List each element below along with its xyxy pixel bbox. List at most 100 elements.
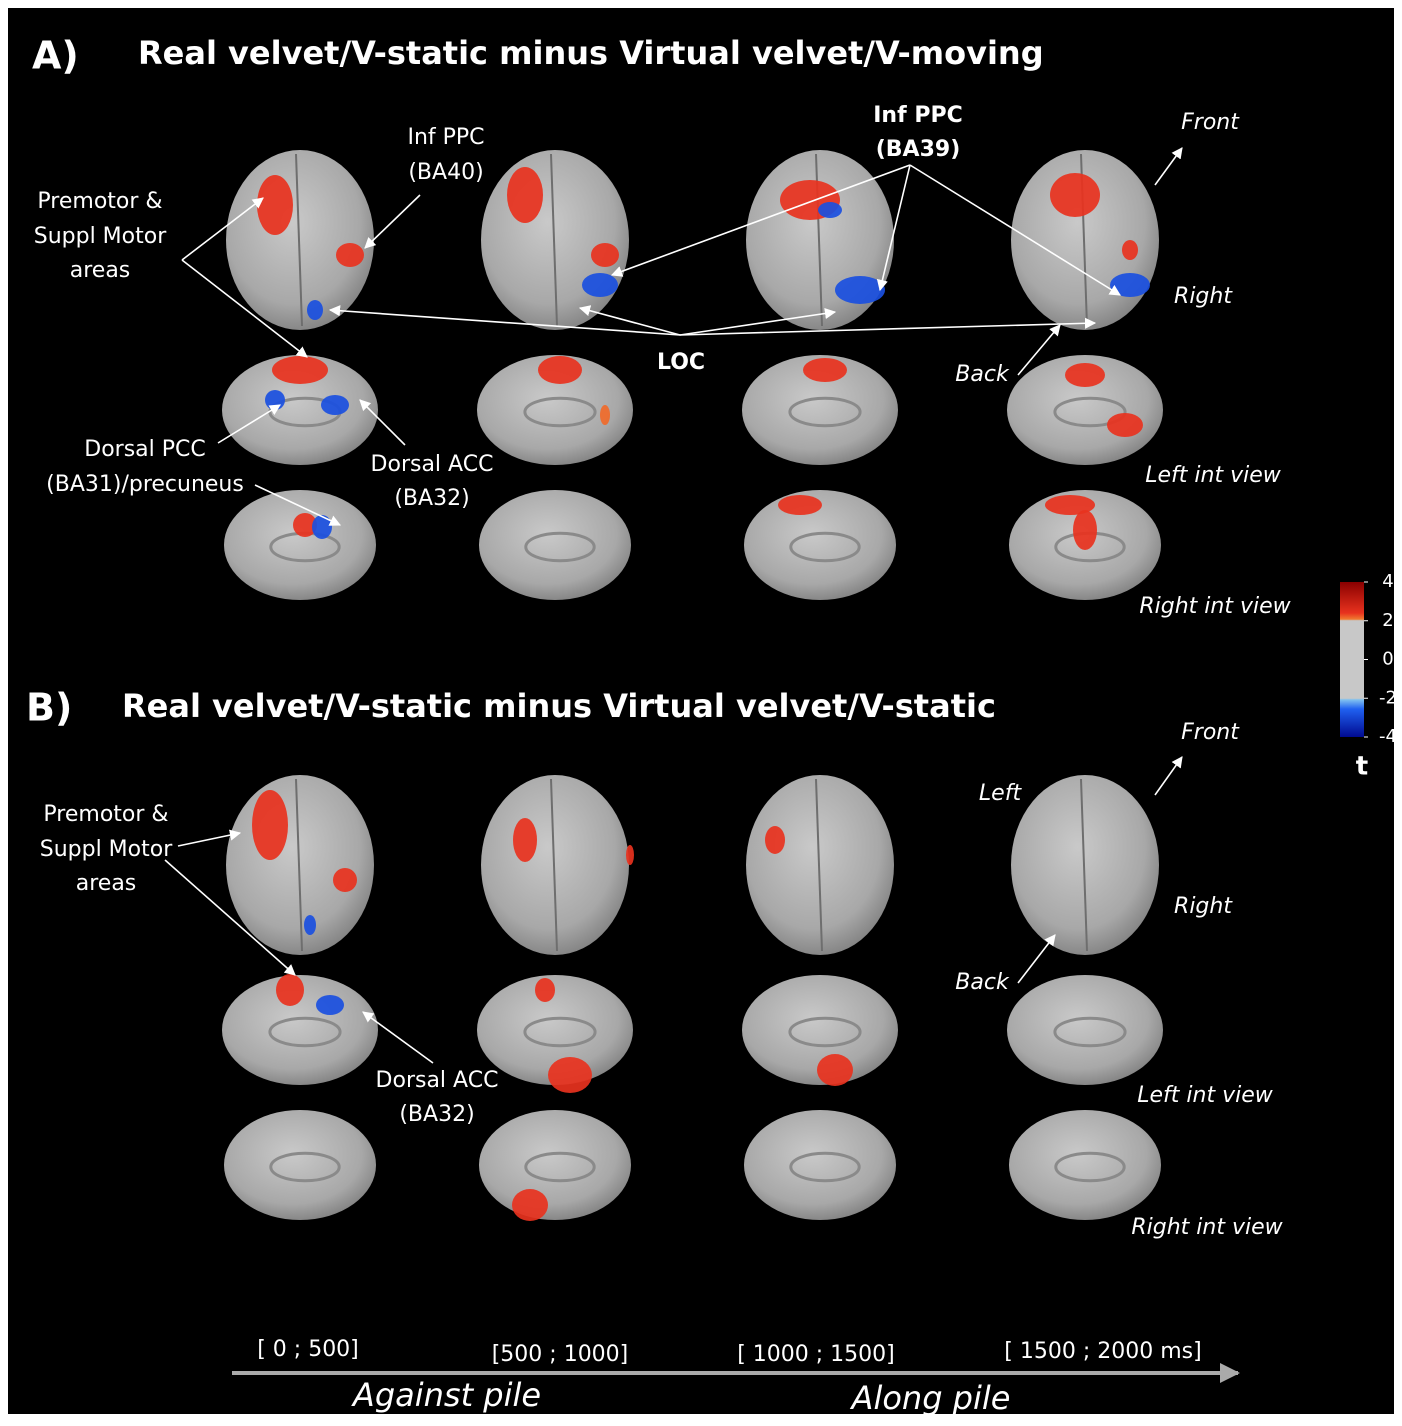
brain-surface bbox=[1007, 975, 1163, 1085]
label: (BA32) bbox=[394, 486, 469, 511]
panel-letter: B) bbox=[26, 686, 72, 730]
activation-blob bbox=[600, 405, 610, 425]
colorbar-ticks: 4 2 0 -2 -4 bbox=[1364, 571, 1397, 747]
label: areas bbox=[76, 871, 137, 896]
label: Inf PPC bbox=[873, 103, 962, 128]
brain bbox=[1007, 975, 1163, 1085]
time-window: [ 0 ; 500] bbox=[257, 1337, 359, 1362]
activation-blob bbox=[257, 175, 293, 235]
brain bbox=[1007, 355, 1163, 465]
label: (BA40) bbox=[408, 160, 483, 185]
activation-blob bbox=[591, 243, 619, 267]
corpus-callosum bbox=[1054, 1151, 1126, 1183]
brain bbox=[226, 775, 374, 955]
activation-blob bbox=[817, 1054, 853, 1086]
arrows bbox=[181, 147, 1183, 526]
colorbar-tick-label: 4 bbox=[1382, 571, 1393, 592]
label: areas bbox=[70, 258, 131, 283]
time-window: [ 1000 ; 1500] bbox=[737, 1342, 895, 1367]
brain-surface bbox=[744, 1110, 896, 1220]
label: Back bbox=[955, 362, 1010, 387]
label: Front bbox=[1181, 110, 1240, 135]
label: Dorsal ACC bbox=[371, 452, 494, 477]
time-window: [500 ; 1000] bbox=[492, 1342, 629, 1367]
activation-blob bbox=[304, 915, 316, 935]
brain-surface bbox=[477, 975, 633, 1085]
colorbar bbox=[1340, 582, 1364, 737]
activation-blob bbox=[538, 356, 582, 384]
brain bbox=[742, 975, 898, 1086]
activation-blob bbox=[312, 515, 332, 539]
corpus-callosum bbox=[524, 531, 596, 563]
brain bbox=[1011, 150, 1159, 330]
brain bbox=[222, 974, 378, 1085]
brain bbox=[1009, 490, 1161, 600]
activation-blob bbox=[513, 818, 537, 862]
brain-fissure bbox=[550, 153, 558, 327]
colorbar-tick-label: -4 bbox=[1379, 726, 1397, 747]
panel-title: Real velvet/V-static minus Virtual velve… bbox=[122, 687, 996, 725]
label: Right bbox=[1174, 284, 1233, 309]
brain bbox=[224, 1110, 376, 1220]
label: Dorsal ACC bbox=[376, 1068, 499, 1093]
corpus-callosum bbox=[789, 1151, 861, 1183]
brain bbox=[481, 150, 629, 330]
activation-blob bbox=[321, 395, 349, 415]
brain-fissure bbox=[1080, 778, 1088, 952]
corpus-callosum bbox=[789, 531, 861, 563]
label: Right bbox=[1174, 894, 1233, 919]
direction: Against pile bbox=[351, 1376, 541, 1414]
brain-surface bbox=[1009, 1110, 1161, 1220]
brain-surface bbox=[479, 1110, 631, 1220]
brain bbox=[477, 355, 633, 465]
brain-surface bbox=[742, 975, 898, 1085]
direction: Along pile bbox=[850, 1379, 1011, 1417]
activation-blob bbox=[818, 202, 842, 218]
brain-surface bbox=[477, 355, 633, 465]
brain-fissure bbox=[295, 778, 303, 952]
activation-blob bbox=[336, 243, 364, 267]
corpus-callosum bbox=[788, 1016, 862, 1048]
activation-blob bbox=[333, 868, 357, 892]
activation-blob bbox=[512, 1189, 548, 1221]
activation-blob bbox=[1045, 495, 1095, 515]
label: Premotor & bbox=[37, 189, 162, 214]
brain bbox=[746, 775, 894, 955]
activation-blob bbox=[778, 495, 822, 515]
activation-blob bbox=[1065, 363, 1105, 387]
activation-blob bbox=[1073, 510, 1097, 550]
arrows bbox=[164, 756, 1183, 1064]
label: Dorsal PCC bbox=[84, 437, 205, 462]
label: LOC bbox=[657, 350, 705, 375]
activation-blob bbox=[252, 790, 288, 860]
activation-blob bbox=[803, 358, 847, 382]
label: (BA31)/precuneus bbox=[46, 472, 244, 497]
colorbar-tick-label: 2 bbox=[1382, 610, 1393, 631]
brain bbox=[742, 355, 898, 465]
label: Inf PPC bbox=[407, 125, 484, 150]
brain bbox=[479, 1110, 631, 1221]
brain bbox=[744, 490, 896, 600]
colorbar-tick-label: 0 bbox=[1382, 649, 1393, 670]
brain bbox=[744, 1110, 896, 1220]
brain-surface bbox=[744, 490, 896, 600]
label: Left bbox=[979, 781, 1023, 806]
time-window: [ 1500 ; 2000 ms] bbox=[1004, 1339, 1201, 1364]
corpus-callosum bbox=[268, 1016, 342, 1048]
brain bbox=[746, 150, 894, 330]
colorbar-label: t bbox=[1356, 752, 1368, 782]
brain bbox=[479, 490, 631, 600]
brain bbox=[477, 975, 633, 1093]
brain-surface bbox=[222, 355, 378, 465]
label: Premotor & bbox=[43, 802, 168, 827]
corpus-callosum bbox=[788, 396, 862, 428]
activation-blob bbox=[1107, 413, 1143, 437]
brain-fissure bbox=[295, 153, 303, 327]
label: Right int view bbox=[1131, 1215, 1283, 1240]
brain bbox=[1011, 775, 1159, 955]
brain-renders bbox=[222, 150, 1163, 1221]
label: Left int view bbox=[1145, 463, 1281, 488]
label: Suppl Motor bbox=[40, 837, 173, 862]
corpus-callosum bbox=[523, 1016, 597, 1048]
label: Right int view bbox=[1139, 594, 1291, 619]
